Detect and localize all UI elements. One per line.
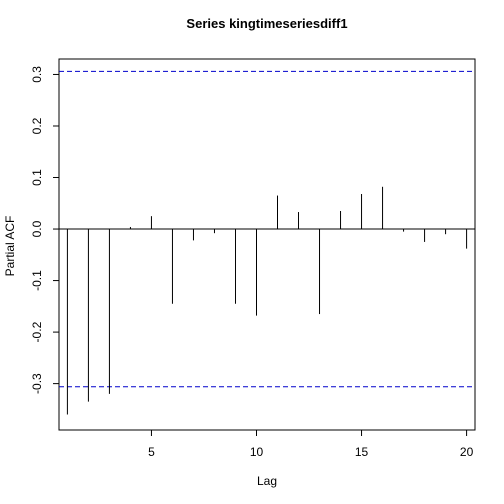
x-tick-label-15: 15 — [355, 445, 369, 459]
y-tick-label-3: 0.0 — [30, 220, 44, 237]
x-tick-label-5: 5 — [148, 445, 155, 459]
y-axis-label: Partial ACF — [3, 216, 17, 277]
chart-title: Series kingtimeseriesdiff1 — [186, 16, 347, 31]
pacf-bars — [66, 186, 468, 415]
y-axis: -0.3 -0.2 -0.1 0.0 0.1 0.2 0.3 — [30, 66, 59, 394]
confidence-bounds — [59, 70, 475, 388]
y-tick-label-6: 0.3 — [30, 66, 44, 83]
y-tick-label-0: -0.3 — [30, 373, 44, 394]
y-tick-label-5: 0.2 — [30, 117, 44, 134]
y-tick-label-1: -0.2 — [30, 321, 44, 342]
x-axis-label: Lag — [257, 474, 277, 488]
plot-frame — [58, 58, 476, 431]
x-axis: 5 10 15 20 — [148, 430, 474, 459]
y-tick-label-4: 0.1 — [30, 169, 44, 186]
x-tick-label-10: 10 — [250, 445, 264, 459]
x-tick-label-20: 20 — [460, 445, 474, 459]
y-tick-label-2: -0.1 — [30, 270, 44, 291]
